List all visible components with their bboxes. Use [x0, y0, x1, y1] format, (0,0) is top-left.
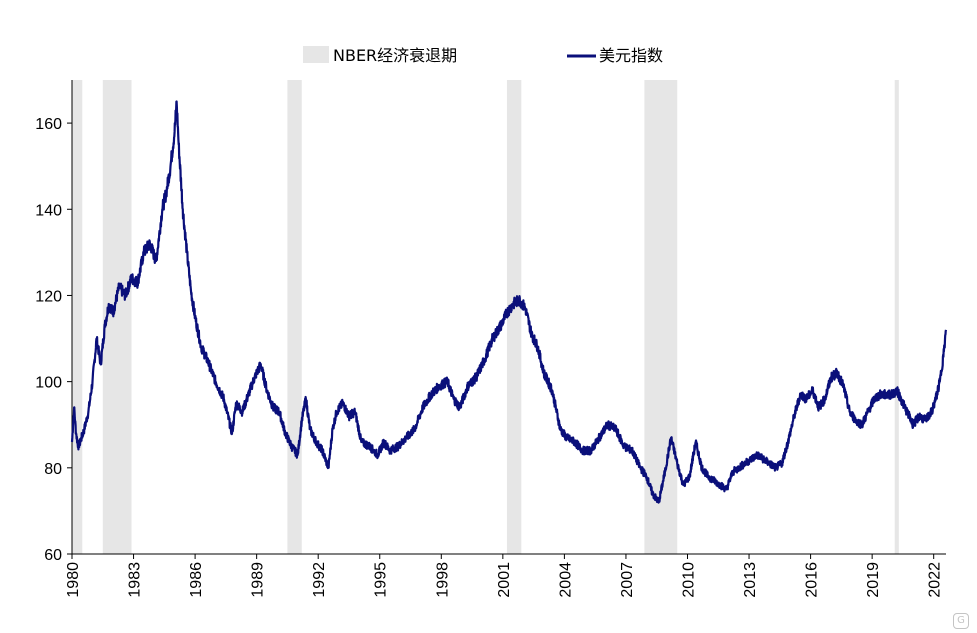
legend-swatch-recession: [303, 46, 329, 63]
axes: [67, 80, 946, 559]
y-tick-label: 140: [35, 202, 62, 219]
x-tick-label: 1995: [373, 562, 390, 598]
recession-band-5: [894, 80, 899, 554]
x-tick-label: 2007: [619, 562, 636, 598]
legend-label-recession: NBER经济衰退期: [333, 46, 457, 65]
recession-band-2: [287, 80, 302, 554]
series-layer: [70, 100, 948, 504]
x-tick-label: 2001: [496, 562, 513, 598]
watermark-logo-icon: G: [953, 613, 969, 629]
x-tick-label: 2019: [865, 562, 882, 598]
y-tick-label: 60: [44, 547, 62, 564]
watermark: G: [953, 613, 969, 629]
y-tick-label: 100: [35, 375, 62, 392]
recession-band-0: [72, 80, 83, 554]
x-tick-label: 1998: [434, 562, 451, 598]
x-tick-label: 2016: [804, 562, 821, 598]
x-tick-label: 2004: [557, 562, 574, 598]
x-tick-label: 1992: [311, 562, 328, 598]
x-tick-label: 1980: [65, 562, 82, 598]
x-tick-label: 2010: [680, 562, 697, 598]
recession-band-4: [644, 80, 678, 554]
x-tick-label: 2013: [742, 562, 759, 598]
y-tick-label: 80: [44, 461, 62, 478]
series-line-dxy: [70, 100, 948, 504]
legend-label-dxy: 美元指数: [599, 46, 663, 65]
recession-band-3: [506, 80, 522, 554]
tick-labels: 60 80 100 120 140 160 1980 1983 1986 1989 1992 1995…: [35, 116, 943, 598]
x-tick-label: 1989: [250, 562, 267, 598]
legend: NBER经济衰退期 美元指数: [303, 46, 663, 65]
recession-bands: [72, 80, 899, 554]
y-tick-label: 120: [35, 288, 62, 305]
x-tick-label: 1983: [127, 562, 144, 598]
y-tick-label: 160: [35, 116, 62, 133]
x-tick-label: 2022: [927, 562, 944, 598]
x-tick-label: 1986: [188, 562, 205, 598]
